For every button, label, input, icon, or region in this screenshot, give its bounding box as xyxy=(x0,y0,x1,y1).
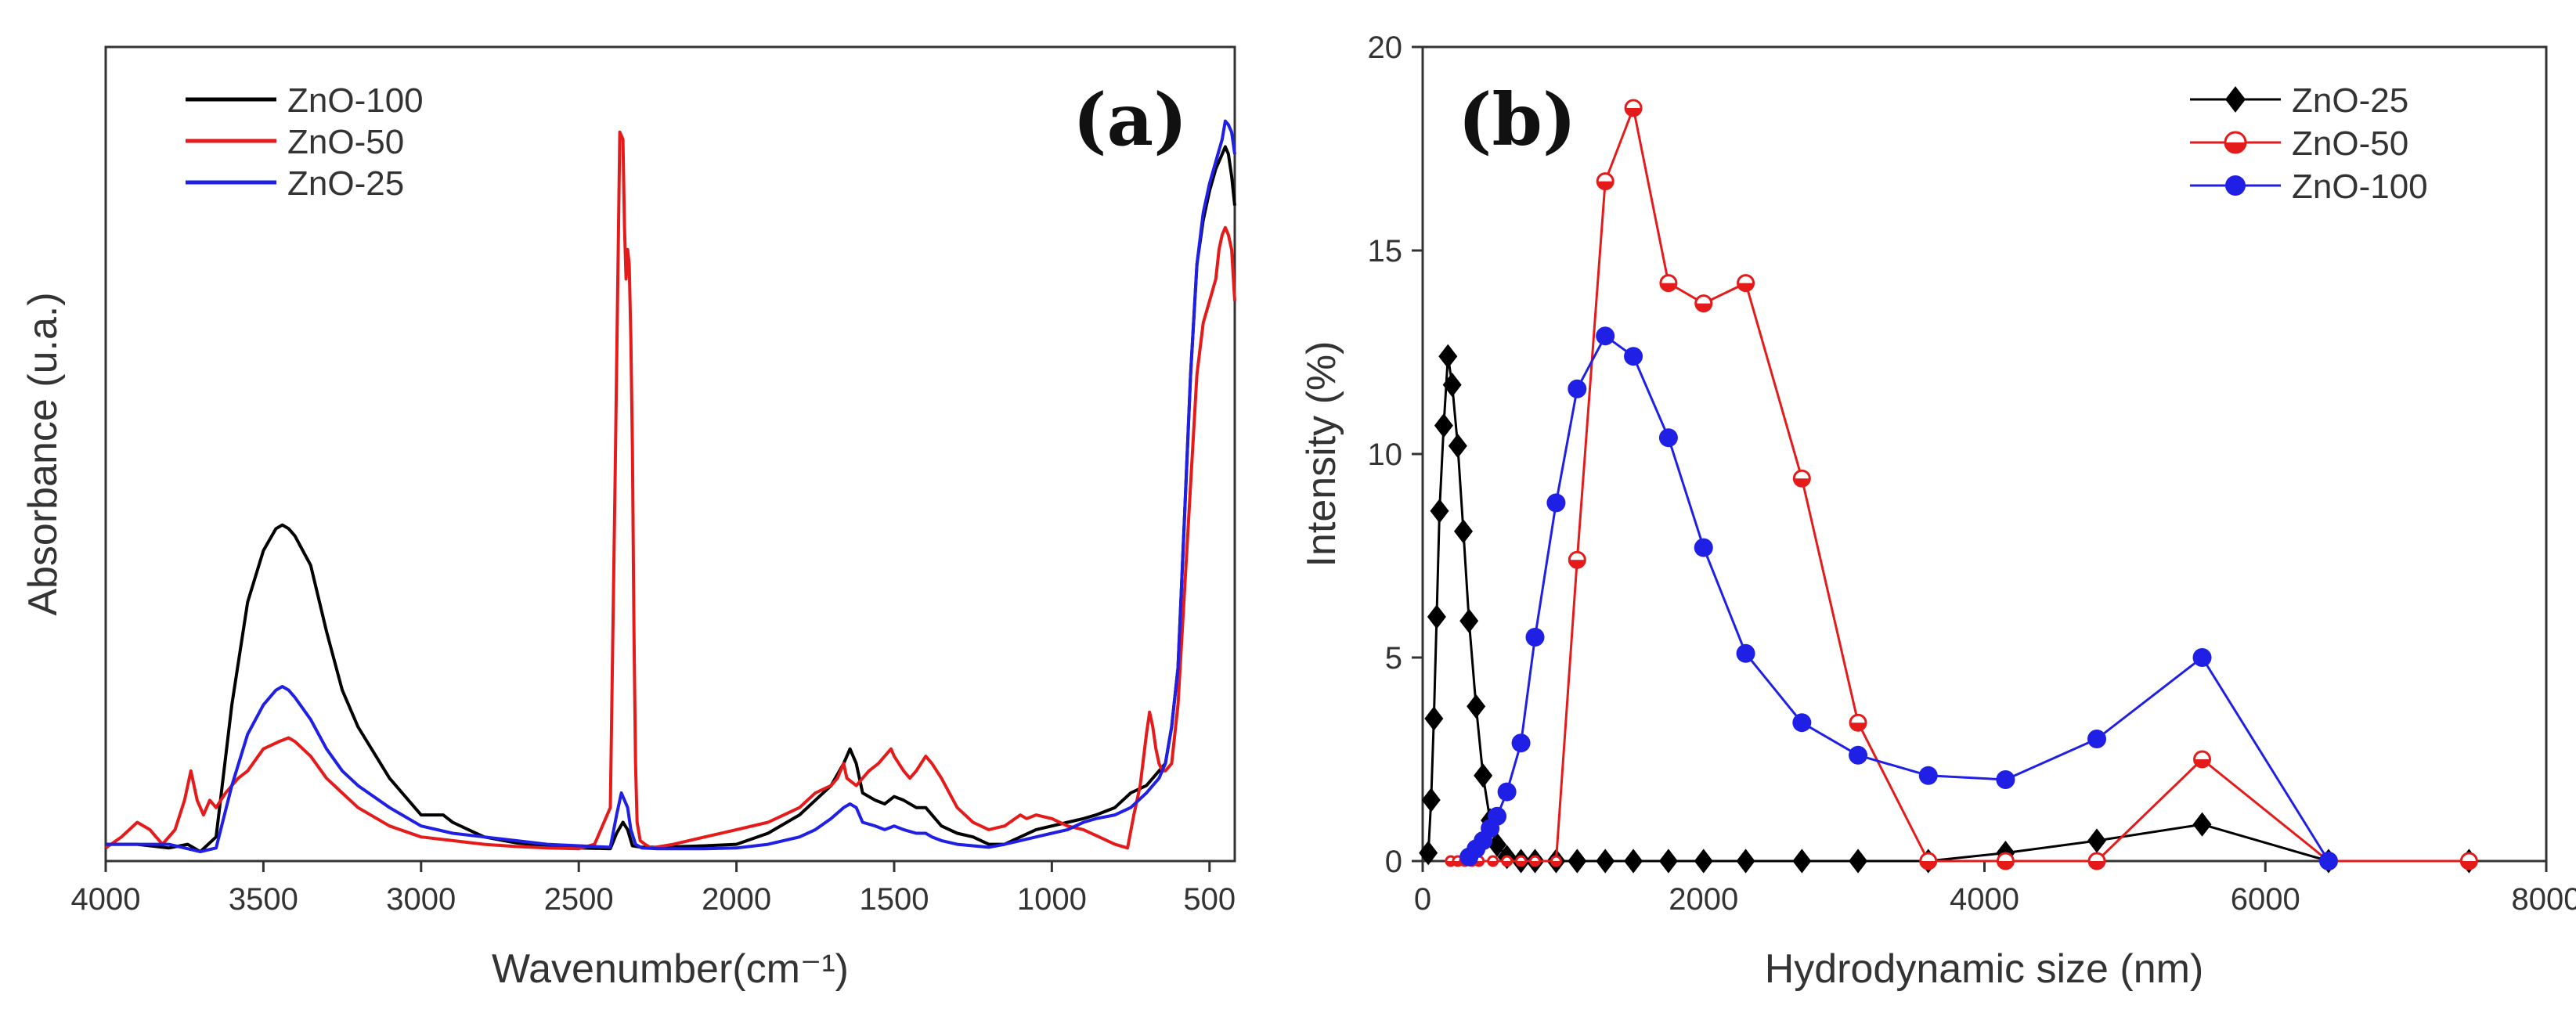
data-point-zno-25 xyxy=(1422,787,1441,812)
legend-label-zno-100: ZnO-100 xyxy=(2292,168,2428,206)
data-point-zno-100 xyxy=(2087,730,2106,748)
panel-a-x-tick-label: 1500 xyxy=(859,882,929,917)
legend-label-zno-100: ZnO-100 xyxy=(287,81,424,120)
legend-label-zno-50: ZnO-50 xyxy=(2292,124,2408,163)
panel-b-label: (b) xyxy=(1458,77,1576,162)
panel-a-x-tick-label: 3500 xyxy=(229,882,298,917)
data-point-zno-25 xyxy=(1624,849,1643,873)
data-point-zno-100 xyxy=(1526,628,1545,647)
panel-b-y-axis-label: Intensity (%) xyxy=(1299,341,1344,568)
data-point-zno-25 xyxy=(1659,849,1678,873)
data-point-zno-100 xyxy=(2319,852,2338,870)
panel-b-x-tick-label: 8000 xyxy=(2512,882,2576,917)
panel-b-x-tick-label: 2000 xyxy=(1669,882,1738,917)
data-point-zno-100 xyxy=(1919,766,1938,785)
panel-a-ftir-chart: 4000 3500 3000 2500 2000 1500 1000 500 (a) ZnO-… xyxy=(20,47,1236,992)
data-point-zno-100 xyxy=(1498,783,1517,802)
data-point-zno-25 xyxy=(1568,849,1586,873)
data-point-zno-100 xyxy=(1849,746,1867,765)
data-point-zno-100 xyxy=(1596,326,1615,345)
panel-b-y-tick-label: 15 xyxy=(1368,234,1403,268)
series-line-zno-100 xyxy=(106,147,1235,852)
data-point-zno-100 xyxy=(1488,807,1506,826)
panel-b-x-axis-label: Hydrodynamic size (nm) xyxy=(1765,946,2204,992)
series-line-zno-50 xyxy=(1451,108,2469,861)
data-point-zno-25 xyxy=(1424,706,1443,730)
panel-a-x-tick-label: 3000 xyxy=(386,882,456,917)
legend-label-zno-25: ZnO-25 xyxy=(2292,81,2408,120)
data-point-zno-25 xyxy=(1459,609,1478,633)
data-point-zno-25 xyxy=(1431,499,1449,523)
panel-b-x-tick-label: 4000 xyxy=(1950,882,2019,917)
data-point-zno-100 xyxy=(1996,770,2015,789)
panel-b-x-tick-label: 6000 xyxy=(2231,882,2300,917)
data-point-zno-25 xyxy=(1849,849,1867,873)
panel-a-x-tick-label: 2000 xyxy=(702,882,771,917)
data-point-zno-25 xyxy=(1596,849,1615,873)
data-point-zno-25 xyxy=(1454,519,1473,543)
panel-a-label: (a) xyxy=(1073,77,1188,162)
data-point-zno-25 xyxy=(1449,434,1467,458)
series-line-zno-50 xyxy=(106,132,1235,849)
data-point-zno-25 xyxy=(1434,413,1453,438)
data-point-zno-100 xyxy=(1568,380,1586,398)
data-point-zno-25 xyxy=(1792,849,1811,873)
data-point-zno-100 xyxy=(1694,539,1713,557)
data-point-zno-25 xyxy=(2193,813,2212,837)
data-point-zno-100 xyxy=(1792,713,1811,732)
panel-b-series xyxy=(1419,100,2478,874)
panel-a-x-axis-label: Wavenumber(cm⁻¹) xyxy=(492,946,849,992)
legend-marker-zno-25 xyxy=(2225,86,2246,113)
series-line-zno-25 xyxy=(1428,356,2469,861)
data-point-zno-25 xyxy=(1694,849,1713,873)
series-line-zno-100 xyxy=(1469,336,2329,861)
panel-a-x-tick-label: 2500 xyxy=(544,882,614,917)
panel-b-legend: ZnO-25 ZnO-50 ZnO-100 xyxy=(2190,81,2428,206)
data-point-zno-25 xyxy=(2087,828,2106,852)
panel-b-y-tick-label: 20 xyxy=(1368,31,1403,65)
panel-b-y-tick-label: 5 xyxy=(1385,641,1402,676)
data-point-zno-100 xyxy=(1737,644,1755,663)
legend-label-zno-25: ZnO-25 xyxy=(287,164,404,203)
panel-b-y-tick-label: 10 xyxy=(1368,438,1403,472)
data-point-zno-25 xyxy=(1474,763,1492,787)
legend-marker-zno-100 xyxy=(2225,175,2246,196)
data-point-zno-100 xyxy=(1546,493,1565,512)
data-point-zno-25 xyxy=(1467,694,1485,719)
panel-a-x-ticks: 4000 3500 3000 2500 2000 1500 1000 500 xyxy=(71,861,1236,917)
panel-a-y-axis-label: Absorbance (u.a.) xyxy=(20,292,66,615)
data-point-zno-100 xyxy=(2193,648,2212,667)
panel-a-x-tick-label: 500 xyxy=(1183,882,1236,917)
data-point-zno-100 xyxy=(1512,733,1531,752)
panel-a-x-tick-label: 1000 xyxy=(1017,882,1087,917)
data-point-zno-25 xyxy=(1737,849,1755,873)
legend-label-zno-50: ZnO-50 xyxy=(287,123,404,161)
data-point-zno-100 xyxy=(1659,428,1678,447)
panel-a-plot-frame xyxy=(106,47,1235,861)
panel-b-y-tick-label: 0 xyxy=(1385,845,1402,879)
data-point-zno-100 xyxy=(1624,347,1643,366)
panel-b-x-tick-label: 0 xyxy=(1414,882,1431,917)
panel-b-axis-ticks: 0 2000 4000 6000 8000 0 5 10 15 20 xyxy=(1368,31,2576,917)
data-point-zno-25 xyxy=(1427,604,1446,629)
data-point-zno-25 xyxy=(1438,344,1457,369)
panel-a-series xyxy=(106,121,1235,852)
panel-a-x-tick-label: 4000 xyxy=(71,882,141,917)
